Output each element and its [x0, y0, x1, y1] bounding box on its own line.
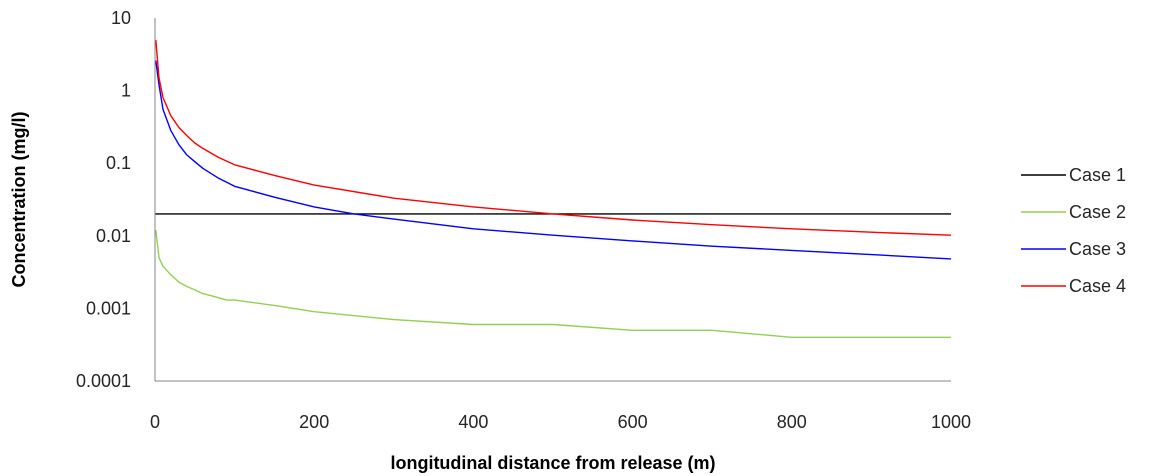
x-tick-labels: 0 200 400 600 800 1000 — [150, 412, 971, 432]
legend-item-case-1: Case 1 — [1021, 165, 1126, 185]
y-tick-label: 0.01 — [96, 226, 131, 246]
plot-area — [155, 39, 952, 338]
legend-item-case-3: Case 3 — [1021, 239, 1126, 259]
x-tick-label: 400 — [458, 412, 488, 432]
y-tick-label: 1 — [121, 81, 131, 101]
y-tick-labels: 10 1 0.1 0.01 0.001 0.0001 — [76, 8, 131, 391]
series-line-case-4 — [155, 39, 952, 236]
x-tick-label: 0 — [150, 412, 160, 432]
legend: Case 1 Case 2 Case 3 Case 4 — [1021, 165, 1126, 296]
x-tick-label: 200 — [299, 412, 329, 432]
legend-label: Case 2 — [1069, 202, 1126, 222]
y-tick-label: 0.001 — [86, 298, 131, 318]
x-tick-label: 1000 — [931, 412, 971, 432]
legend-item-case-4: Case 4 — [1021, 276, 1126, 296]
x-tick-label: 600 — [618, 412, 648, 432]
legend-label: Case 4 — [1069, 276, 1126, 296]
x-axis-title: longitudinal distance from release (m) — [390, 453, 715, 473]
series-line-case-2 — [155, 230, 951, 338]
legend-label: Case 1 — [1069, 165, 1126, 185]
y-tick-label: 0.0001 — [76, 371, 131, 391]
legend-item-case-2: Case 2 — [1021, 202, 1126, 222]
y-axis-title: Concentration (mg/l) — [9, 112, 29, 288]
series-line-case-3 — [155, 60, 952, 260]
x-tick-label: 800 — [777, 412, 807, 432]
y-tick-label: 0.1 — [106, 153, 131, 173]
axes — [154, 18, 951, 382]
y-tick-label: 10 — [111, 8, 131, 28]
legend-label: Case 3 — [1069, 239, 1126, 259]
